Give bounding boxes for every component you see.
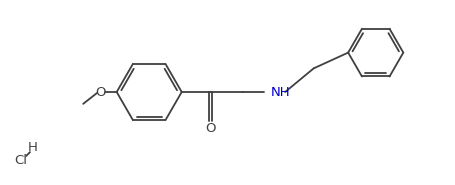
Text: Cl: Cl [15, 154, 28, 167]
Text: NH: NH [270, 85, 289, 98]
Text: O: O [205, 122, 215, 135]
Text: H: H [28, 141, 38, 154]
Text: O: O [96, 85, 106, 98]
